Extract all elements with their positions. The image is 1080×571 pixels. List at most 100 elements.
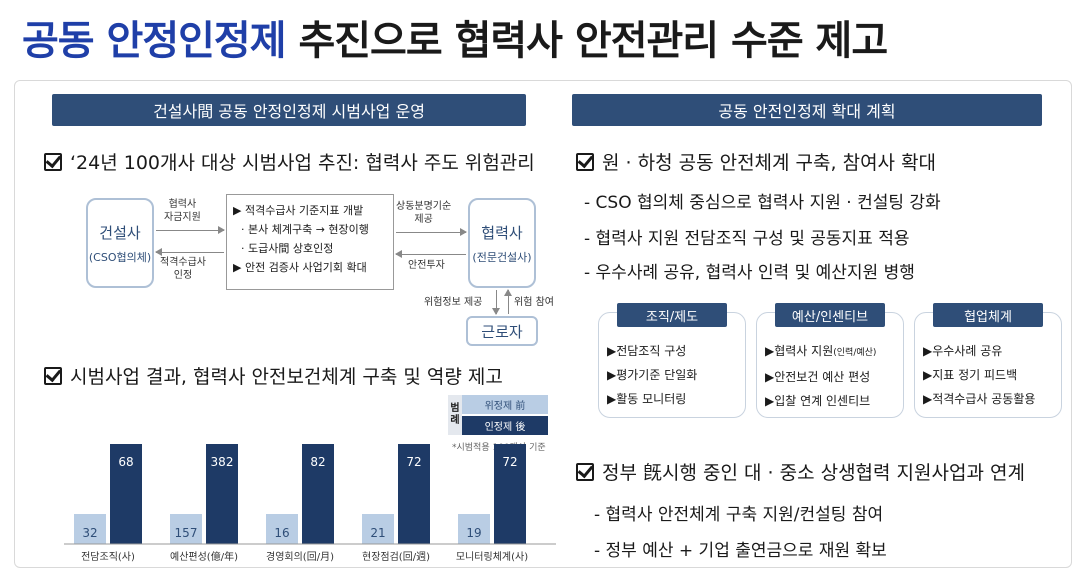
left-check-2: 시범사업 결과, 협력사 안전보건체계 구축 및 역량 제고 bbox=[44, 362, 503, 389]
center-line-1: ▶ 적격수급사 기준지표 개발 bbox=[233, 204, 364, 217]
arrow-support bbox=[156, 226, 225, 234]
left-check-1-text: ‘24년 100개사 대상 시범사업 추진: 협력사 주도 위험관리 bbox=[70, 152, 535, 174]
partner-node: 협력사 (전문건설사) bbox=[468, 198, 536, 288]
chart-legend: 범 례 위정제 前 인정제 後 bbox=[448, 395, 548, 435]
card-organization-item: ▶평가기준 단일화 bbox=[607, 368, 698, 382]
bar-value-label: 32 bbox=[82, 526, 97, 540]
constructor-sub: (CSO협의체) bbox=[88, 250, 152, 264]
right-bullet-1: - CSO 협의체 중심으로 협력사 지원 · 컨설팅 강화 bbox=[584, 193, 941, 213]
bar-before bbox=[458, 514, 490, 544]
card-collaboration-title: 협업체계 bbox=[933, 303, 1043, 327]
bar-before bbox=[170, 514, 202, 544]
bar-value-label: 157 bbox=[175, 526, 198, 540]
bar-value-label: 68 bbox=[118, 455, 133, 469]
center-line-3: · 도급사間 상호인정 bbox=[241, 242, 334, 255]
card-budget-item-note: (인력/예산) bbox=[833, 348, 877, 358]
risk-info-label: 위험정보 제공 bbox=[424, 297, 483, 308]
bar-value-label: 382 bbox=[211, 455, 234, 469]
card-organization: 조직/제도 ▶전담조직 구성 ▶평가기준 단일화 ▶활동 모니터링 bbox=[598, 303, 746, 418]
left-banner: 건설사間 공동 안정인정제 시범사업 운영 bbox=[52, 94, 526, 126]
support-label-1: 협력사 bbox=[168, 199, 197, 210]
category-label: 경영회의(回/月) bbox=[266, 550, 334, 563]
invest-label: 안전투자 bbox=[408, 260, 445, 271]
right-check-2-text: 정부 旣시행 중인 대 · 중소 상생협력 지원사업과 연계 bbox=[602, 462, 1025, 484]
right-bullet-3: - 우수사례 공유, 협력사 인력 및 예산지원 병행 bbox=[584, 263, 915, 283]
checkbox-icon bbox=[576, 152, 594, 171]
right-check-2: 정부 旣시행 중인 대 · 중소 상생협력 지원사업과 연계 bbox=[576, 458, 1025, 485]
partner-sub: (전문건설사) bbox=[472, 250, 532, 264]
left-check-1: ‘24년 100개사 대상 시범사업 추진: 협력사 주도 위험관리 bbox=[44, 148, 535, 175]
page-title: 공동 안정인정제 추진으로 협력사 안전관리 수준 제고 bbox=[22, 8, 888, 66]
legend-after: 인정제 後 bbox=[462, 416, 548, 435]
card-collaboration-item: ▶지표 정기 피드백 bbox=[923, 368, 1018, 382]
checkbox-icon bbox=[576, 462, 594, 481]
bar-value-label: 16 bbox=[274, 526, 289, 540]
worker-name: 근로자 bbox=[481, 322, 523, 341]
labor-label: 상동분명기순 제공 bbox=[396, 200, 451, 226]
category-label: 전담조직(사) bbox=[81, 551, 135, 563]
bar-value-label: 82 bbox=[310, 455, 325, 469]
arrow-risk-report bbox=[504, 289, 512, 314]
bar-value-label: 72 bbox=[502, 455, 517, 469]
support-label-2: 자금지원 bbox=[164, 212, 201, 223]
right-bullet-5: - 정부 예산 + 기업 출연금으로 재원 확보 bbox=[594, 541, 887, 561]
support-label: 협력사 자금지원 bbox=[164, 198, 201, 224]
legend-head: 범 례 bbox=[448, 395, 462, 435]
center-line-2: · 본사 체계구축 → 현장이행 bbox=[241, 223, 369, 236]
bar-before bbox=[74, 514, 106, 544]
title-rest: 추진으로 협력사 안전관리 수준 제고 bbox=[285, 18, 888, 64]
legend-head-2: 례 bbox=[450, 415, 460, 426]
worker-node: 근로자 bbox=[466, 316, 538, 346]
category-label: 현장점검(回/週) bbox=[362, 551, 430, 563]
bar-before bbox=[362, 514, 394, 544]
category-label: 예산편성(億/年) bbox=[170, 550, 238, 563]
bar-value-label: 21 bbox=[370, 526, 385, 540]
bar-before bbox=[266, 514, 298, 544]
bar-chart: 32 68 전담조직(사) 157 382 예산편성(億/年) 16 82 경영회의(回/月) 2… bbox=[64, 444, 556, 563]
bar-value-label: 72 bbox=[406, 455, 421, 469]
qual-label: 적격수급사 인정 bbox=[160, 256, 206, 282]
card-collaboration: 협업체계 ▶우수사례 공유 ▶지표 정기 피드백 ▶적격수급사 공동활용 bbox=[914, 303, 1062, 418]
card-organization-title: 조직/제도 bbox=[617, 303, 727, 327]
qual-label-1: 적격수급사 bbox=[160, 257, 206, 268]
qual-label-2: 인정 bbox=[173, 270, 193, 281]
arrow-labor bbox=[396, 228, 467, 236]
right-banner: 공동 안전인정제 확대 계획 bbox=[572, 94, 1042, 126]
title-highlight: 공동 안정인정제 bbox=[22, 18, 287, 64]
card-budget-item: ▶안전보건 예산 편성 bbox=[765, 370, 871, 384]
bar-after bbox=[206, 444, 238, 544]
right-check-1-text: 원 · 하청 공동 안전체계 구축, 참여사 확대 bbox=[602, 152, 937, 174]
legend-head-1: 범 bbox=[450, 403, 460, 414]
risk-report-label: 위험 참여 bbox=[514, 297, 554, 308]
card-budget-item-text: ▶협력사 지원 bbox=[765, 344, 834, 358]
card-organization-item: ▶활동 모니터링 bbox=[607, 392, 687, 406]
card-collaboration-item: ▶우수사례 공유 bbox=[923, 344, 1003, 358]
content-frame bbox=[14, 80, 1072, 568]
center-line-4: ▶ 안전 검증사 사업기회 확대 bbox=[233, 261, 367, 274]
labor-label-2: 제공 bbox=[414, 214, 433, 225]
right-check-1: 원 · 하청 공동 안전체계 구축, 참여사 확대 bbox=[576, 148, 936, 175]
right-bullet-2: - 협력사 지원 전담조직 구성 및 공동지표 적용 bbox=[584, 229, 910, 249]
card-budget-item: ▶협력사 지원(인력/예산) bbox=[765, 339, 876, 365]
left-check-2-text: 시범사업 결과, 협력사 안전보건체계 구축 및 역량 제고 bbox=[70, 366, 503, 388]
arrow-invest bbox=[395, 250, 466, 258]
bar-after bbox=[494, 444, 526, 544]
labor-label-1: 상동분명기순 bbox=[396, 201, 452, 212]
constructor-node: 건설사 (CSO협의체) bbox=[86, 198, 154, 288]
card-collaboration-item: ▶적격수급사 공동활용 bbox=[923, 392, 1036, 406]
center-process-box: ▶ 적격수급사 기준지표 개발 · 본사 체계구축 → 현장이행 · 도급사間 … bbox=[226, 194, 394, 290]
card-budget-title: 예산/인센티브 bbox=[775, 303, 885, 327]
card-budget: 예산/인센티브 ▶협력사 지원(인력/예산) ▶안전보건 예산 편성 ▶입찰 연… bbox=[756, 303, 904, 418]
category-label: 모니터링체계(사) bbox=[456, 551, 528, 563]
checkbox-icon bbox=[44, 366, 62, 385]
bar-after bbox=[110, 444, 142, 544]
arrow-risk-info bbox=[492, 290, 500, 315]
bar-value-label: 19 bbox=[466, 526, 481, 540]
arrow-qual bbox=[155, 248, 224, 256]
constructor-name: 건설사 bbox=[99, 223, 141, 242]
card-organization-item: ▶전담조직 구성 bbox=[607, 344, 687, 358]
card-budget-item: ▶입찰 연계 인센티브 bbox=[765, 394, 871, 408]
right-bullet-4: - 협력사 안전체계 구축 지원/컨설팅 참여 bbox=[594, 505, 884, 525]
partner-name: 협력사 bbox=[481, 223, 523, 242]
legend-before: 위정제 前 bbox=[462, 395, 548, 414]
